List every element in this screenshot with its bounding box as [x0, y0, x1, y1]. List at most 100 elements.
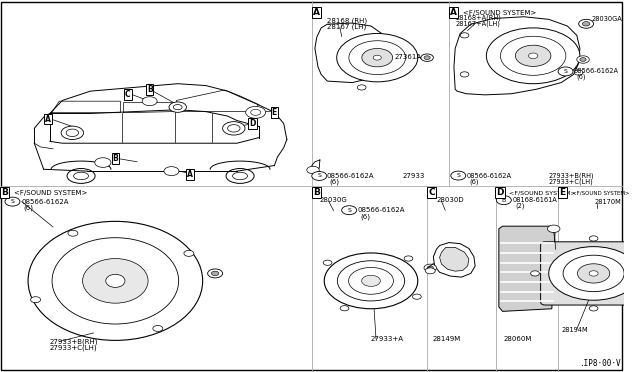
Polygon shape: [499, 226, 555, 311]
Text: D: D: [250, 119, 256, 128]
Text: B: B: [113, 154, 118, 163]
Circle shape: [424, 56, 430, 60]
Text: S: S: [348, 208, 351, 213]
Text: 28030D: 28030D: [436, 197, 464, 203]
Circle shape: [460, 33, 469, 38]
Ellipse shape: [83, 259, 148, 303]
Circle shape: [563, 255, 624, 292]
Text: <F/SOUND SYSTEM>: <F/SOUND SYSTEM>: [13, 190, 87, 196]
Text: 08566-6162A: 08566-6162A: [21, 199, 68, 205]
Circle shape: [173, 105, 182, 110]
Text: 28167 (LH): 28167 (LH): [328, 23, 367, 30]
Text: 28149M: 28149M: [432, 336, 460, 341]
Circle shape: [153, 326, 163, 331]
Circle shape: [246, 106, 266, 118]
Text: C: C: [125, 90, 131, 99]
Text: 27933+B(RH): 27933+B(RH): [548, 172, 595, 179]
Text: 08566-6162A: 08566-6162A: [327, 173, 374, 179]
Circle shape: [427, 266, 433, 270]
Circle shape: [207, 269, 223, 278]
Circle shape: [404, 256, 413, 261]
Text: 08566-6162A: 08566-6162A: [358, 207, 405, 213]
Text: B: B: [147, 85, 152, 94]
Circle shape: [547, 225, 560, 232]
Ellipse shape: [52, 238, 179, 324]
Ellipse shape: [74, 172, 88, 180]
Text: B: B: [1, 188, 8, 197]
Circle shape: [460, 72, 469, 77]
Circle shape: [580, 58, 586, 61]
Text: B: B: [313, 188, 319, 197]
Circle shape: [5, 197, 20, 206]
Text: (6): (6): [469, 178, 479, 185]
Text: .IP8·00·V: .IP8·00·V: [579, 359, 621, 368]
Text: <F/SOUND SYSTEM>: <F/SOUND SYSTEM>: [509, 190, 576, 195]
Text: 27933+C(LH): 27933+C(LH): [50, 344, 97, 351]
Text: 28060M: 28060M: [504, 336, 532, 341]
Text: 27933+C(LH): 27933+C(LH): [548, 178, 593, 185]
Circle shape: [373, 55, 381, 60]
Ellipse shape: [226, 169, 254, 183]
Circle shape: [349, 267, 394, 294]
Circle shape: [340, 306, 349, 311]
Circle shape: [362, 275, 380, 286]
Circle shape: [425, 268, 435, 274]
Text: 08566-6162A: 08566-6162A: [573, 68, 619, 74]
Text: A: A: [45, 115, 51, 124]
Ellipse shape: [106, 274, 125, 288]
Circle shape: [424, 264, 436, 272]
Text: 28168+A(RH): 28168+A(RH): [455, 15, 501, 21]
Circle shape: [413, 294, 421, 299]
Text: 27361A: 27361A: [395, 54, 422, 60]
Text: 27933+B(RH): 27933+B(RH): [50, 338, 99, 345]
Text: A: A: [188, 170, 193, 179]
Text: B: B: [502, 198, 506, 203]
Text: E: E: [559, 188, 566, 197]
Text: S: S: [564, 69, 568, 74]
Circle shape: [577, 264, 610, 283]
Circle shape: [529, 53, 538, 59]
Circle shape: [548, 247, 639, 300]
Text: 08168-6161A: 08168-6161A: [513, 197, 557, 203]
Circle shape: [531, 271, 540, 276]
Text: 28170M: 28170M: [594, 199, 621, 205]
Circle shape: [497, 196, 511, 205]
Circle shape: [251, 109, 260, 115]
Ellipse shape: [67, 169, 95, 183]
Circle shape: [307, 166, 319, 174]
Circle shape: [169, 102, 186, 112]
Text: (2): (2): [515, 202, 525, 209]
Circle shape: [337, 33, 418, 82]
Circle shape: [323, 260, 332, 265]
Circle shape: [421, 54, 433, 61]
Text: 28167+A(LH): 28167+A(LH): [455, 20, 500, 27]
Text: <F/SOUND SYSTEM>: <F/SOUND SYSTEM>: [463, 10, 536, 16]
Ellipse shape: [232, 172, 248, 180]
Circle shape: [164, 167, 179, 176]
Text: (6): (6): [329, 179, 339, 185]
Text: 28168 (RH): 28168 (RH): [328, 17, 367, 24]
Text: A: A: [312, 8, 319, 17]
FancyBboxPatch shape: [541, 242, 640, 305]
Circle shape: [61, 126, 84, 140]
Circle shape: [228, 125, 240, 132]
Text: 27933: 27933: [402, 173, 424, 179]
Text: A: A: [450, 8, 457, 17]
Circle shape: [574, 70, 583, 75]
Circle shape: [142, 97, 157, 106]
Circle shape: [451, 171, 466, 180]
Circle shape: [223, 122, 245, 135]
Circle shape: [589, 306, 598, 311]
Circle shape: [589, 236, 598, 241]
Circle shape: [558, 67, 573, 76]
Circle shape: [68, 230, 78, 236]
Circle shape: [184, 250, 194, 256]
Ellipse shape: [28, 221, 203, 340]
Circle shape: [500, 36, 566, 75]
Text: <F/SOUND SYSTEM>: <F/SOUND SYSTEM>: [572, 190, 629, 195]
Circle shape: [582, 22, 590, 26]
Circle shape: [211, 271, 219, 276]
Polygon shape: [454, 17, 580, 95]
Text: (6): (6): [576, 74, 586, 80]
Text: 28194M: 28194M: [561, 327, 588, 333]
